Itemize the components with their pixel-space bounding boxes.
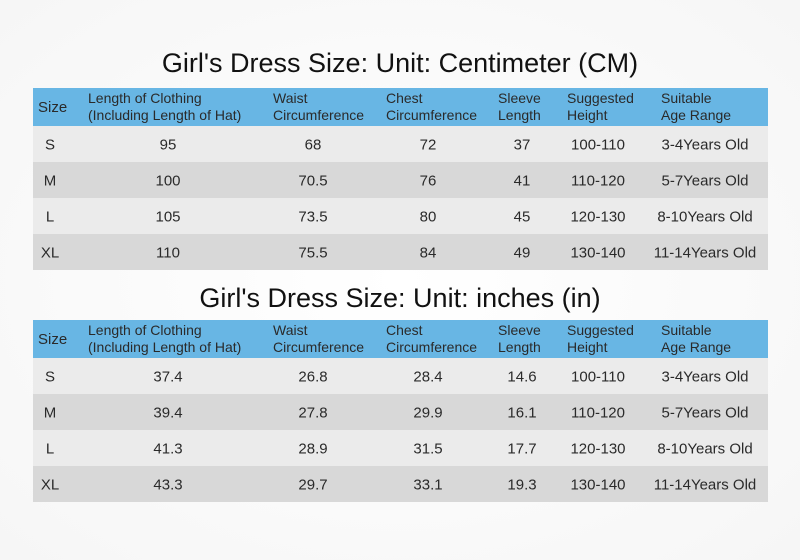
table-cell: 16.1 [507, 404, 537, 422]
table-cell: 100 [155, 172, 181, 190]
table-cell: 130-140 [570, 244, 626, 262]
table-cell: 120-130 [570, 208, 626, 226]
table-cell: 70.5 [298, 172, 328, 190]
table-cell: XL [40, 476, 60, 494]
header-cell: Suitable [661, 90, 712, 106]
table-cell: 84 [419, 244, 437, 262]
table-cell: 80 [419, 208, 437, 226]
header-cell: Sleeve [498, 322, 541, 338]
table-cell: 11-14Years Old [653, 476, 757, 494]
header-cell: Circumference [273, 107, 365, 123]
table-cell: XL [40, 244, 60, 262]
header-cell: Chest [386, 90, 423, 106]
table-cell: M [43, 404, 57, 422]
table-cell: 76 [419, 172, 437, 190]
header-cell: Circumference [273, 339, 365, 355]
header-cell: Suitable [661, 322, 712, 338]
header-cell: Sleeve [498, 90, 541, 106]
table-cell: 3-4Years Old [661, 136, 749, 154]
table-cell: 8-10Years Old [657, 440, 753, 458]
header-cell: Size [38, 98, 68, 116]
table-cell: 100-110 [571, 136, 625, 154]
table-cell: 130-140 [570, 476, 626, 494]
table-cell: L [45, 440, 55, 458]
header-cell: (Including Length of Hat) [88, 107, 242, 123]
header-cell: (Including Length of Hat) [88, 339, 242, 355]
table-cell: 17.7 [507, 440, 537, 458]
header-cell: Length [498, 339, 541, 355]
table-cell: 19.3 [507, 476, 537, 494]
header-cell: Circumference [386, 107, 478, 123]
table-cell: 49 [513, 244, 531, 262]
table-cell: 120-130 [570, 440, 626, 458]
table-cell: 5-7Years Old [661, 172, 749, 190]
table-row [33, 198, 768, 234]
table-cell: 8-10Years Old [657, 208, 753, 226]
table-cell: 110-120 [571, 404, 625, 422]
header-cell: Age Range [661, 107, 732, 123]
table-row [33, 394, 768, 430]
table-row [33, 358, 768, 394]
table-cell: 11-14Years Old [653, 244, 757, 262]
header-cell: Height [567, 107, 608, 123]
header-cell: Size [38, 330, 68, 348]
table-cell: 37 [513, 136, 531, 154]
table-cell: 41 [513, 172, 531, 190]
table-cell: 110 [156, 244, 180, 262]
header-row [33, 320, 768, 358]
table-cell: 100-110 [571, 368, 625, 386]
table-cell: 29.9 [413, 404, 443, 422]
table-cell: S [44, 368, 56, 386]
table-cell: 31.5 [413, 440, 443, 458]
table-cell: 14.6 [507, 368, 537, 386]
header-cell: Circumference [386, 339, 478, 355]
table-cell: 28.9 [298, 440, 328, 458]
table-row [33, 466, 768, 502]
table-cell: 5-7Years Old [661, 404, 749, 422]
table-row [33, 430, 768, 466]
table-cell: 28.4 [413, 368, 443, 386]
table-cell: 95 [159, 136, 177, 154]
table-cell: 26.8 [298, 368, 328, 386]
table-cell: 73.5 [298, 208, 328, 226]
table-cell: 105 [155, 208, 181, 226]
table-row [33, 126, 768, 162]
table-cell: 39.4 [153, 404, 183, 422]
header-cell: Waist [273, 90, 308, 106]
table-cell: 41.3 [153, 440, 183, 458]
header-row [33, 88, 768, 126]
table-title: Girl's Dress Size: Unit: inches (in) [199, 283, 601, 313]
header-cell: Height [567, 339, 608, 355]
table-cell: 72 [419, 136, 437, 154]
table-cell: 3-4Years Old [661, 368, 749, 386]
table-cell: 29.7 [298, 476, 328, 494]
table-row [33, 234, 768, 270]
table-title: Girl's Dress Size: Unit: Centimeter (CM) [161, 48, 639, 78]
header-cell: Age Range [661, 339, 732, 355]
table-cell: 45 [513, 208, 531, 226]
table-cell: 68 [304, 136, 322, 154]
table-cell: M [43, 172, 57, 190]
table-cell: 75.5 [298, 244, 328, 262]
table-cell: 27.8 [298, 404, 328, 422]
header-cell: Chest [386, 322, 423, 338]
header-cell: Waist [273, 322, 308, 338]
table-cell: 43.3 [153, 476, 183, 494]
header-cell: Length of Clothing [88, 322, 202, 338]
header-cell: Length of Clothing [88, 90, 202, 106]
header-cell: Suggested [567, 90, 634, 106]
header-cell: Length [498, 107, 541, 123]
header-cell: Suggested [567, 322, 634, 338]
table-cell: S [44, 136, 56, 154]
table-cell: 110-120 [571, 172, 625, 190]
table-row [33, 162, 768, 198]
table-cell: L [45, 208, 55, 226]
table-cell: 33.1 [413, 476, 443, 494]
table-cell: 37.4 [153, 368, 183, 386]
